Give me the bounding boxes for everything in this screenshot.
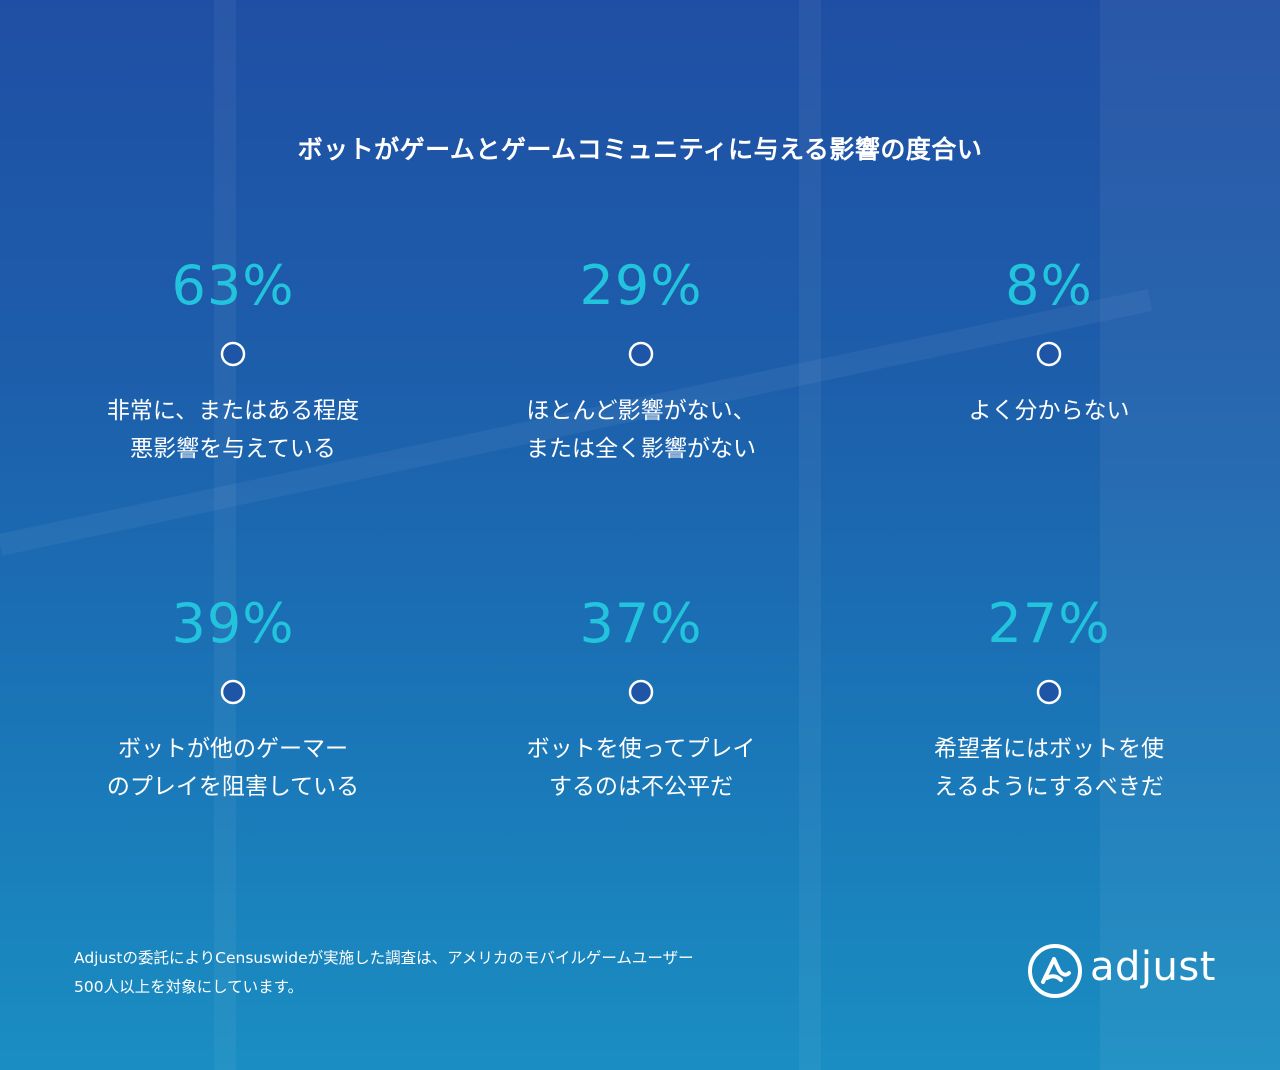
percentage-label: 37% [579, 592, 703, 655]
percentage-label: 39% [171, 592, 295, 655]
adjust-logo: adjust [1026, 940, 1216, 1002]
chart-title: ボットがゲームとゲームコミュニティに与える影響の度合い [297, 135, 983, 164]
footnote: Adjustの委託によりCensuswideが実施した調査は、アメリカのモバイル… [74, 944, 814, 1002]
percentage-label: 27% [987, 592, 1111, 655]
category-label-line: するのは不公平だ [549, 774, 733, 800]
category-label-line: 非常に、またはある程度 [106, 398, 360, 424]
category-label: よく分からない [889, 392, 1209, 430]
category-label: 非常に、またはある程度 悪影響を与えている [73, 392, 393, 468]
percentage-label: 63% [171, 254, 295, 317]
footnote-line: Adjustの委託によりCensuswideが実施した調査は、アメリカのモバイル… [74, 949, 694, 967]
category-label: 希望者にはボットを使 えるようにするべきだ [889, 730, 1209, 806]
category-label: ボットを使ってプレイ するのは不公平だ [481, 730, 801, 806]
category-label-line: ほとんど影響がない、 [526, 398, 756, 424]
category-label-line: のプレイを阻害している [106, 774, 360, 800]
timeline-marker [1036, 341, 1062, 367]
footnote-line: 500人以上を対象にしています。 [74, 978, 304, 996]
timeline-marker [628, 341, 654, 367]
timeline-marker [1036, 679, 1062, 705]
category-label-line: ボットが他のゲーマー [118, 736, 348, 762]
timeline-marker [628, 679, 654, 705]
adjust-logo-text: adjust [1090, 944, 1216, 990]
percentage-label: 29% [579, 254, 703, 317]
timeline-marker [220, 341, 246, 367]
category-label-line: 希望者にはボットを使 [934, 736, 1164, 762]
category-label-line: または全く影響がない [526, 436, 756, 462]
category-label-line: 悪影響を与えている [130, 436, 336, 462]
percentage-label: 8% [1005, 254, 1093, 317]
adjust-logo-icon [1028, 944, 1082, 998]
category-label: ボットが他のゲーマー のプレイを阻害している [73, 730, 393, 806]
category-label: ほとんど影響がない、 または全く影響がない [481, 392, 801, 468]
category-label-line: ボットを使ってプレイ [526, 736, 756, 762]
timeline-marker [220, 679, 246, 705]
category-label-line: よく分からない [968, 398, 1130, 424]
category-label-line: えるようにするべきだ [934, 774, 1164, 800]
